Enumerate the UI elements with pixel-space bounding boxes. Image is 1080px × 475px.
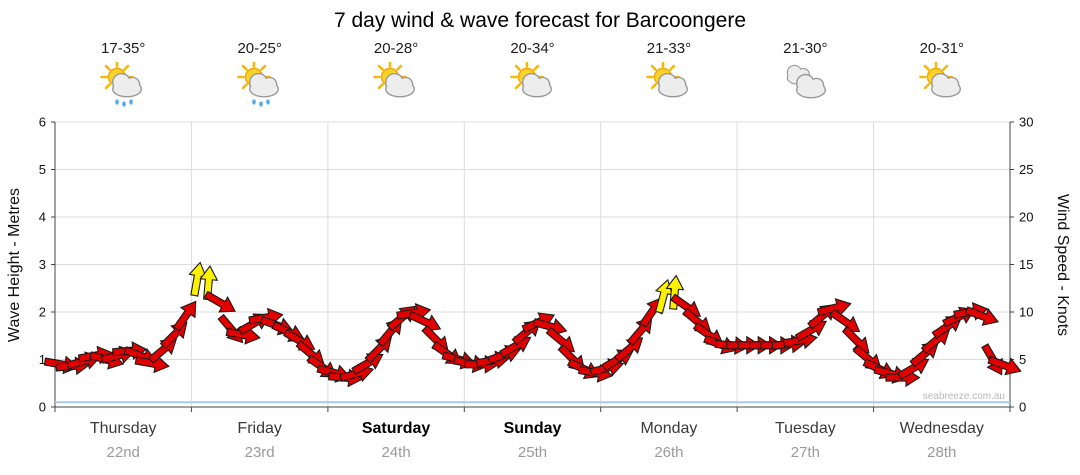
svg-text:0: 0 [1019,400,1026,415]
day-date: 27th [790,444,820,461]
day-date: 26th [654,444,684,461]
day-label-wednesday: Wednesday [899,420,984,437]
page-title: 7 day wind & wave forecast for Barcoonge… [333,9,747,32]
wind-arrow [816,298,852,317]
day-date: 22nd [106,444,140,461]
svg-text:1: 1 [39,352,46,367]
weather-icon-sun-cloud-rain [100,60,143,107]
weather-icon-wrap [232,60,288,108]
wind-arrow [407,310,442,332]
rain-drops-icon [251,99,270,107]
svg-text:2: 2 [39,305,46,320]
wind-arrow [665,274,685,310]
day-temp: 20-31° [919,40,964,57]
svg-text:5: 5 [39,162,46,177]
svg-text:3: 3 [39,257,46,272]
weather-icon-wrap [777,62,833,108]
day-temp: 20-28° [373,40,419,57]
svg-text:5: 5 [1019,352,1026,367]
weather-icon-wrap [368,60,424,108]
day-header-thursday: 17-35° [95,40,151,108]
day-label-monday: Monday [640,420,698,437]
day-temp: 21-33° [646,40,692,57]
watermark: seabreeze.com.au [923,391,1005,402]
day-date: 25th [517,444,548,461]
day-header-monday: 21-33° [641,40,697,108]
day-label-thursday: Thursday [89,420,157,437]
svg-text:4: 4 [39,210,46,225]
wind-arrow [532,318,568,337]
weather-icon-sun-cloud [646,60,688,98]
svg-text:20: 20 [1019,210,1033,225]
day-temp: 20-25° [237,40,282,57]
day-date: 28th [927,444,957,461]
day-date: 23rd [244,444,275,461]
cloud-icon [521,72,552,98]
day-header-saturday: 20-28° [368,40,424,108]
cloud-icon [930,72,961,98]
rain-drops-icon [115,99,134,107]
cloud-icon [112,72,143,98]
svg-text:6: 6 [39,115,46,130]
cloud-icon [657,72,688,98]
day-label-sunday: Sunday [503,420,562,437]
day-header-wednesday: 20-31° [914,40,970,108]
weather-icon-wrap [505,60,561,108]
left-axis-title: Wave Height - Metres [6,187,23,343]
right-axis-title: Wind Speed - Knots [1054,193,1071,337]
svg-text:30: 30 [1019,115,1033,130]
svg-text:25: 25 [1019,162,1033,177]
weather-icon-sun-cloud [373,60,416,98]
cloud-icon [385,72,416,98]
weather-icon-sun-cloud-rain [236,60,279,107]
day-label-saturday: Saturday [361,420,431,437]
wind-arrow [188,261,208,297]
weather-icon-wrap [95,60,151,108]
day-temp: 21-30° [783,40,828,57]
cloud-icon [796,73,827,99]
weather-icon-wrap [914,60,970,108]
day-temp: 17-35° [101,40,146,57]
wind-arrow [172,300,197,332]
day-header-friday: 20-25° [232,40,288,108]
day-date: 24th [381,444,411,461]
wind-arrow [964,306,1000,326]
wind-arrow [203,290,236,313]
weather-icon-cloud [787,64,827,99]
weather-icon-wrap [641,60,697,108]
day-label-tuesday: Tuesday [774,420,836,437]
svg-text:0: 0 [39,400,46,415]
weather-icon-sun-cloud [918,60,961,98]
day-header-sunday: 20-34° [505,40,561,108]
cloud-icon [248,72,279,98]
day-label-friday: Friday [237,420,282,437]
day-temp: 20-34° [510,40,555,57]
day-header-tuesday: 21-30° [777,40,833,108]
svg-text:15: 15 [1019,257,1033,272]
weather-icon-sun-cloud [509,60,552,98]
wind-arrow [987,355,1022,376]
svg-text:10: 10 [1019,305,1033,320]
